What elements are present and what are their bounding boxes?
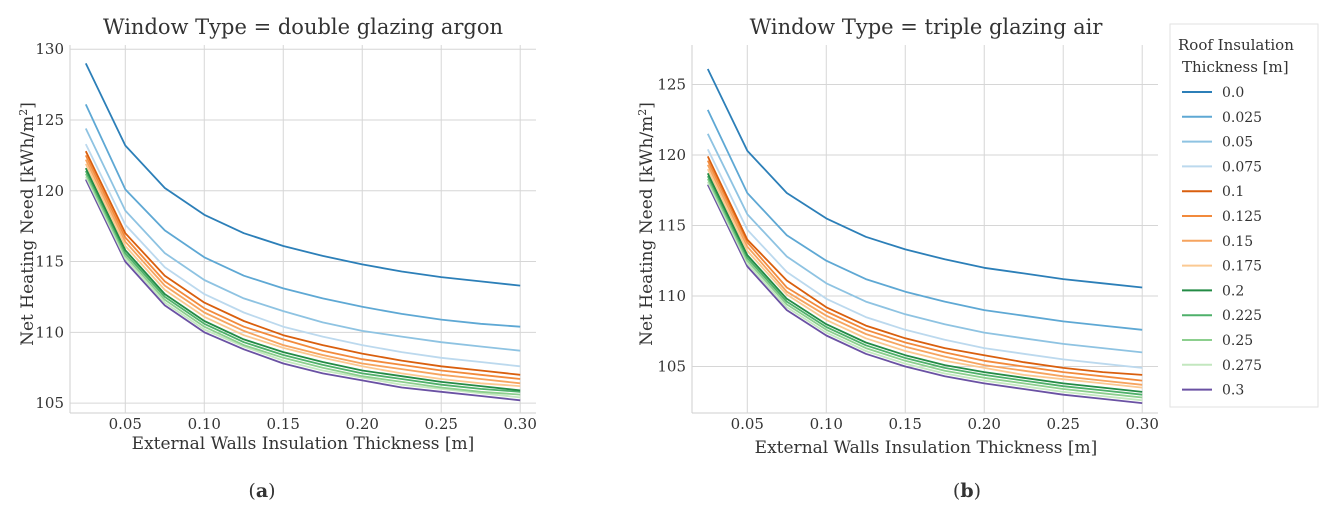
- y-tick-label: 125: [35, 111, 64, 129]
- series-line-b-0.3: [706, 184, 1143, 404]
- panel-caption-b: (b): [953, 480, 981, 502]
- legend-label-0.175: 0.175: [1222, 259, 1262, 275]
- x-tick-label: 0.30: [1126, 415, 1159, 433]
- legend: Roof Insulation Thickness [m] 0.00.0250.…: [1169, 23, 1319, 408]
- x-tick-labels-b: 0.05 0.10 0.15 0.20 0.25 0.30: [731, 415, 1159, 433]
- legend-label-0.3: 0.3: [1222, 383, 1244, 399]
- y-tick-label: 120: [657, 146, 686, 164]
- series-line-b-0.2: [706, 172, 1143, 393]
- series-line-b-0.175: [706, 168, 1143, 389]
- x-axis-label-a: External Walls Insulation Thickness [m]: [132, 434, 475, 454]
- legend-label-0.05: 0.05: [1222, 135, 1253, 151]
- series-line-b-0.125: [706, 160, 1143, 382]
- series-line-b-0.225: [706, 175, 1143, 396]
- panel-caption-a: (a): [248, 480, 275, 502]
- legend-items: 0.0 0.025 0.05 0.075 0.1 0.125 0.15 0.175 0.2 0.2…: [1182, 85, 1262, 399]
- x-tick-label: 0.05: [731, 415, 764, 433]
- series-line-b-0.05: [706, 133, 1143, 354]
- legend-label-0.1: 0.1: [1222, 184, 1244, 200]
- series-line-a-0.2: [84, 167, 521, 392]
- legend-label-0.15: 0.15: [1222, 234, 1253, 250]
- y-tick-label: 105: [35, 394, 64, 412]
- legend-label-0.025: 0.025: [1222, 110, 1262, 126]
- legend-title-line-2: Thickness [m]: [1182, 58, 1289, 76]
- chart-panel-b: 0.05 0.10 0.15 0.20 0.25 0.30 105 110 115 120 125…: [636, 15, 1159, 502]
- series-line-a-0.25: [84, 173, 521, 396]
- series-line-a-0.225: [84, 170, 521, 393]
- series-line-b-0.075: [706, 148, 1143, 369]
- series-line-b-0.1: [706, 156, 1143, 376]
- y-tick-label: 115: [657, 216, 686, 234]
- legend-label-0.0: 0.0: [1222, 85, 1244, 101]
- y-tick-label: 105: [657, 357, 686, 375]
- y-tick-label: 130: [35, 40, 64, 58]
- series-line-b-0.15: [706, 164, 1143, 386]
- x-tick-label: 0.15: [267, 415, 300, 433]
- chart-panel-a: 0.05 0.10 0.15 0.20 0.25 0.30 105 110 115 120 125…: [17, 15, 537, 502]
- legend-title-line-1: Roof Insulation: [1178, 36, 1294, 54]
- legend-label-0.225: 0.225: [1222, 308, 1262, 324]
- y-axis-label-a: Net Heating Need [kWh/m2]: [17, 102, 38, 346]
- y-tick-label: 125: [657, 75, 686, 93]
- series-line-b-0.25: [706, 178, 1143, 399]
- legend-label-0.275: 0.275: [1222, 358, 1262, 374]
- series-line-b-0.275: [706, 181, 1143, 402]
- legend-label-0.125: 0.125: [1222, 209, 1262, 225]
- series-lines-b: [706, 68, 1143, 404]
- x-tick-label: 0.20: [968, 415, 1001, 433]
- y-tick-label: 120: [35, 182, 64, 200]
- x-tick-label: 0.25: [425, 415, 458, 433]
- series-line-a-0.05: [84, 128, 521, 352]
- series-line-b-0.0: [706, 68, 1143, 289]
- series-line-a-0.1: [84, 150, 521, 376]
- series-lines-a: [84, 63, 521, 402]
- x-tick-label: 0.30: [504, 415, 537, 433]
- series-line-b-0.025: [706, 109, 1143, 331]
- legend-label-0.2: 0.2: [1222, 283, 1244, 299]
- series-line-a-0.15: [84, 159, 521, 385]
- x-tick-label: 0.10: [188, 415, 221, 433]
- x-axis-label-b: External Walls Insulation Thickness [m]: [755, 438, 1098, 458]
- chart-title-b: Window Type = triple glazing air: [750, 15, 1104, 39]
- chart-title-a: Window Type = double glazing argon: [103, 15, 503, 39]
- x-tick-label: 0.10: [810, 415, 843, 433]
- x-tick-label: 0.15: [889, 415, 922, 433]
- series-line-a-0.275: [84, 176, 521, 399]
- y-tick-label: 110: [35, 323, 64, 341]
- y-axis-label-b: Net Heating Need [kWh/m2]: [636, 102, 657, 346]
- x-tick-label: 0.20: [346, 415, 379, 433]
- legend-label-0.075: 0.075: [1222, 159, 1262, 175]
- legend-label-0.25: 0.25: [1222, 333, 1253, 349]
- series-line-a-0.3: [84, 179, 521, 402]
- series-line-a-0.175: [84, 163, 521, 387]
- y-tick-labels-b: 105 110 115 120 125: [657, 75, 686, 375]
- series-line-a-0.125: [84, 155, 521, 380]
- x-tick-label: 0.25: [1047, 415, 1080, 433]
- series-line-a-0.075: [84, 143, 521, 368]
- y-tick-label: 115: [35, 253, 64, 271]
- y-tick-label: 110: [657, 287, 686, 305]
- x-tick-labels-a: 0.05 0.10 0.15 0.20 0.25 0.30: [109, 415, 537, 433]
- y-tick-labels-a: 105 110 115 120 125 130: [35, 40, 64, 412]
- x-tick-label: 0.05: [109, 415, 142, 433]
- series-line-a-0.0: [84, 63, 521, 287]
- series-line-a-0.025: [84, 104, 521, 328]
